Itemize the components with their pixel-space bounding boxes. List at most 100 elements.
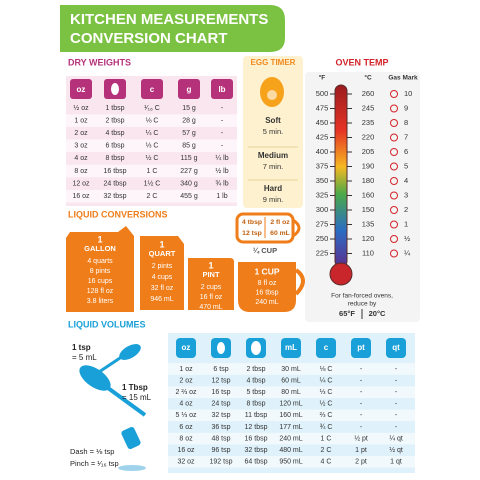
cup-label: 1 CUP (254, 266, 279, 276)
cell: 15 g (182, 105, 196, 112)
cell: 1 pt (355, 447, 367, 454)
cell: 4 tbsp (105, 130, 124, 137)
cup-label: ¼ CUP (253, 246, 277, 255)
header-label: oz (182, 343, 191, 352)
volume-note: = 15 mL (122, 393, 152, 402)
section-title: LIQUID CONVERSIONS (68, 209, 168, 219)
cell: 177 mL (279, 424, 302, 431)
cell: 160 mL (279, 412, 302, 419)
oven-f: 325 (316, 190, 329, 199)
gas-icon (390, 104, 398, 113)
row-band (66, 164, 237, 178)
oven-f: 425 (316, 132, 329, 141)
cell: 96 tsp (211, 447, 230, 454)
egg-time: 9 min. (263, 195, 283, 204)
cell: 1 C (147, 168, 158, 175)
cell: 6 tsp (213, 366, 228, 373)
cell: 240 mL (279, 435, 302, 442)
conversion: 240 mL (255, 299, 278, 306)
cell: 8 tbsp (105, 155, 124, 162)
cell: - (360, 424, 363, 431)
volume-note: 1 tsp (72, 343, 91, 352)
row-band (168, 409, 415, 422)
conversion: 12 tsp (242, 230, 262, 237)
oven-f: 275 (316, 219, 329, 228)
cell: - (221, 105, 224, 112)
oven-gas: 5 (404, 161, 408, 170)
cell: 227 g (180, 168, 198, 175)
oven-c: 220 (362, 132, 375, 141)
volume-note: Pinch = ¹⁄₁₆ tsp (70, 459, 119, 468)
cell: 5 ⅓ oz (175, 412, 197, 419)
header-label: mL (285, 343, 297, 352)
row-band (168, 432, 415, 445)
cell: 60 mL (281, 377, 301, 384)
cell: - (360, 389, 363, 396)
gas-icon (390, 206, 398, 214)
conversion: 2 cups (201, 284, 222, 291)
cell: 4 tbsp (246, 377, 265, 384)
gas-icon (390, 220, 398, 229)
volume-note: Dash = ⅛ tsp (70, 447, 114, 456)
cell: 4 oz (74, 155, 88, 162)
cell: 4 oz (179, 401, 193, 408)
cell: - (221, 117, 224, 124)
cell: 6 oz (179, 424, 193, 431)
oven-f: 475 (316, 103, 329, 112)
cell: 12 oz (72, 180, 90, 187)
cell: 64 tbsp (245, 459, 268, 466)
cell: 480 mL (279, 447, 302, 454)
row-band (66, 114, 237, 127)
header-icon (281, 338, 301, 358)
header-label: qt (392, 343, 400, 352)
egg-dial (267, 90, 277, 100)
title-banner (60, 5, 285, 52)
volume-note: 1 Tbsp (122, 383, 148, 392)
oven-c: 180 (362, 176, 375, 185)
oven-gas: 2 (404, 205, 408, 214)
conversion: 8 pints (90, 268, 111, 275)
oven-c: 160 (362, 190, 375, 199)
cell: 2 C (321, 447, 332, 454)
header-label: °F (319, 74, 326, 82)
gas-icon (390, 119, 398, 127)
thermometer (334, 84, 348, 268)
conversion: 4 tbsp (242, 219, 262, 226)
unit: PINT (202, 270, 220, 279)
header-icon (70, 79, 92, 99)
gas-icon (390, 249, 398, 258)
cup (238, 262, 296, 312)
cell: - (221, 130, 224, 137)
cell: ½ C (146, 154, 159, 162)
volume-note: = 5 mL (72, 353, 97, 362)
oven-gas: 8 (404, 118, 408, 127)
cell: 1 lb (216, 193, 227, 200)
cell: ⅛ C (146, 117, 159, 124)
oven-gas: 10 (404, 89, 412, 98)
cell: 57 g (182, 130, 196, 137)
row-band (168, 456, 415, 468)
cell: 2 oz (74, 130, 88, 137)
cell: ½ pt (354, 434, 368, 442)
cell: - (360, 366, 363, 373)
oven-gas: 1 (404, 219, 408, 228)
cell: - (395, 366, 398, 373)
row-band (66, 139, 237, 153)
cell: 3 oz (74, 143, 88, 150)
cell: 1 oz (74, 117, 88, 124)
cell: ⅔ C (320, 412, 333, 419)
cell: 48 tsp (211, 435, 230, 442)
cell: 1 qt (390, 459, 402, 466)
cell: ¼ lb (215, 155, 228, 162)
conversion: 16 tbsp (256, 289, 279, 296)
gas-icon (390, 133, 398, 142)
cell: ¾ C (320, 424, 333, 431)
cell: - (395, 424, 398, 431)
oven-c: 235 (362, 118, 375, 127)
egg-label: Soft (265, 116, 281, 125)
cell: 120 mL (279, 401, 302, 408)
header-icon (141, 79, 163, 99)
oven-f: 375 (316, 161, 329, 170)
conversion: 60 mL (270, 230, 290, 237)
cell: ¼ C (146, 130, 159, 137)
